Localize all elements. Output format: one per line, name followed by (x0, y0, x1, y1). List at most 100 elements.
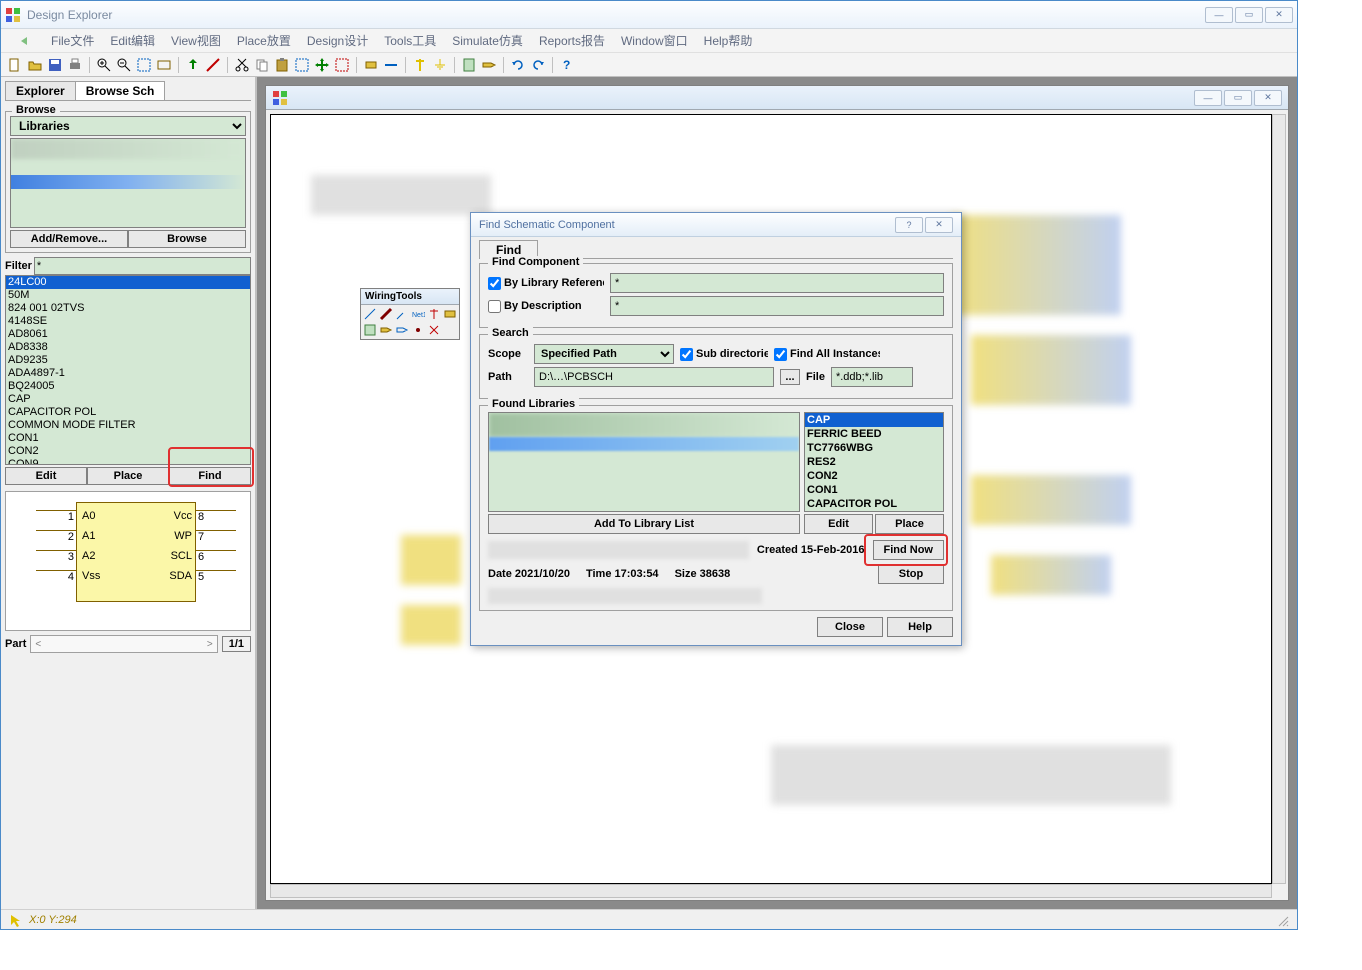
junction-icon[interactable] (411, 323, 425, 337)
wiring-tools-palette[interactable]: WiringTools Net1 (360, 288, 460, 340)
sheet-icon[interactable] (461, 57, 477, 73)
list-item[interactable]: BQ24005 (6, 380, 250, 393)
move-icon[interactable] (314, 57, 330, 73)
list-item[interactable]: AD9235 (6, 354, 250, 367)
browse-button[interactable]: Browse (128, 230, 246, 248)
menu-reports[interactable]: Reports报告 (533, 30, 611, 51)
stop-button[interactable]: Stop (878, 564, 944, 584)
cut-icon[interactable] (234, 57, 250, 73)
redo-icon[interactable] (530, 57, 546, 73)
place-button[interactable]: Place (87, 467, 169, 485)
menu-edit[interactable]: Edit编辑 (104, 30, 161, 51)
list-item[interactable]: CON9 (6, 458, 250, 465)
copy-icon[interactable] (254, 57, 270, 73)
list-item[interactable]: AD8061 (6, 328, 250, 341)
save-icon[interactable] (47, 57, 63, 73)
browse-dropdown[interactable]: Libraries (10, 116, 246, 136)
subdir-checkbox[interactable] (680, 348, 693, 361)
port-icon[interactable] (481, 57, 497, 73)
found-libraries-list[interactable] (488, 412, 800, 512)
by-libref-input[interactable] (610, 273, 944, 293)
help-button[interactable]: Help (887, 617, 953, 637)
add-to-library-button[interactable]: Add To Library List (488, 514, 800, 534)
doc-maximize-button[interactable]: ▭ (1224, 90, 1252, 106)
add-remove-button[interactable]: Add/Remove... (10, 230, 128, 248)
menu-window[interactable]: Window窗口 (615, 30, 694, 51)
port-icon[interactable] (395, 323, 409, 337)
sheet-entry-icon[interactable] (379, 323, 393, 337)
undo-icon[interactable] (510, 57, 526, 73)
menu-file[interactable]: File文件 (45, 30, 100, 51)
list-item[interactable]: ADA4897-1 (6, 367, 250, 380)
close-button[interactable]: ✕ (1265, 7, 1293, 23)
by-libref-checkbox[interactable] (488, 277, 501, 290)
ground-icon[interactable] (432, 57, 448, 73)
list-item[interactable]: 4148SE (6, 315, 250, 328)
net-icon[interactable] (383, 57, 399, 73)
find-now-button[interactable]: Find Now (873, 540, 945, 560)
zoom-out-icon[interactable] (116, 57, 132, 73)
list-item[interactable]: CON2 (805, 469, 943, 483)
new-icon[interactable] (7, 57, 23, 73)
list-item[interactable]: CON1 (6, 432, 250, 445)
dialog-help-icon[interactable]: ? (895, 217, 923, 233)
maximize-button[interactable]: ▭ (1235, 7, 1263, 23)
find-button[interactable]: Find (169, 467, 251, 485)
list-item[interactable]: RES2 (805, 455, 943, 469)
found-components-list[interactable]: CAPFERRIC BEEDTC7766WBGRES2CON2CON1CAPAC… (804, 412, 944, 512)
menu-place[interactable]: Place放置 (231, 30, 297, 51)
list-item[interactable]: TC7766WBG (805, 441, 943, 455)
power-icon[interactable] (412, 57, 428, 73)
edit-button[interactable]: Edit (5, 467, 87, 485)
deselect-icon[interactable] (334, 57, 350, 73)
list-item[interactable]: 50M (6, 289, 250, 302)
component-icon[interactable] (363, 57, 379, 73)
dialog-edit-button[interactable]: Edit (804, 514, 873, 534)
menu-simulate[interactable]: Simulate仿真 (446, 30, 529, 51)
zoom-in-icon[interactable] (96, 57, 112, 73)
open-icon[interactable] (27, 57, 43, 73)
list-item[interactable]: CAP (6, 393, 250, 406)
dialog-titlebar[interactable]: Find Schematic Component ? ✕ (471, 213, 961, 237)
list-item[interactable]: COMMON MODE FILTER (6, 419, 250, 432)
netlabel-icon[interactable]: Net1 (411, 307, 425, 321)
close-button[interactable]: Close (817, 617, 883, 637)
dialog-place-button[interactable]: Place (875, 514, 944, 534)
list-item[interactable]: CON1 (805, 483, 943, 497)
list-item[interactable]: 24LC00 (6, 276, 250, 289)
list-item[interactable]: CON2 (6, 445, 250, 458)
filter-input[interactable] (34, 257, 251, 275)
help-icon[interactable]: ? (559, 57, 575, 73)
findall-checkbox[interactable] (774, 348, 787, 361)
doc-scrollbar-v[interactable] (1272, 114, 1286, 884)
list-item[interactable]: CAPACITOR POL (805, 497, 943, 511)
wire-icon[interactable] (363, 307, 377, 321)
doc-minimize-button[interactable]: — (1194, 90, 1222, 106)
print-icon[interactable] (67, 57, 83, 73)
menu-view[interactable]: View视图 (165, 30, 227, 51)
by-descrip-input[interactable] (610, 296, 944, 316)
menu-design[interactable]: Design设计 (301, 30, 374, 51)
doc-close-button[interactable]: ✕ (1254, 90, 1282, 106)
no-erc-icon[interactable] (427, 323, 441, 337)
browse-path-button[interactable]: ... (780, 369, 800, 385)
part-scroller[interactable]: <> (30, 635, 217, 653)
list-item[interactable]: 824 001 02TVS (6, 302, 250, 315)
select-icon[interactable] (294, 57, 310, 73)
power-port-icon[interactable] (427, 307, 441, 321)
menu-help[interactable]: Help帮助 (698, 30, 759, 51)
dialog-close-icon[interactable]: ✕ (925, 217, 953, 233)
cross-probe-icon[interactable] (205, 57, 221, 73)
hierarchy-up-icon[interactable] (185, 57, 201, 73)
paste-icon[interactable] (274, 57, 290, 73)
list-item[interactable]: CAP (805, 413, 943, 427)
path-input[interactable] (534, 367, 774, 387)
menu-tools[interactable]: Tools工具 (378, 30, 442, 51)
list-item[interactable]: FERRIC BEED (805, 427, 943, 441)
tab-explorer[interactable]: Explorer (5, 81, 76, 100)
component-list[interactable]: 24LC0050M824 001 02TVS4148SEAD8061AD8338… (5, 275, 251, 465)
library-listbox[interactable] (10, 138, 246, 228)
back-icon[interactable] (13, 33, 41, 49)
list-item[interactable]: CAPACITOR POL (6, 406, 250, 419)
file-input[interactable] (831, 367, 913, 387)
